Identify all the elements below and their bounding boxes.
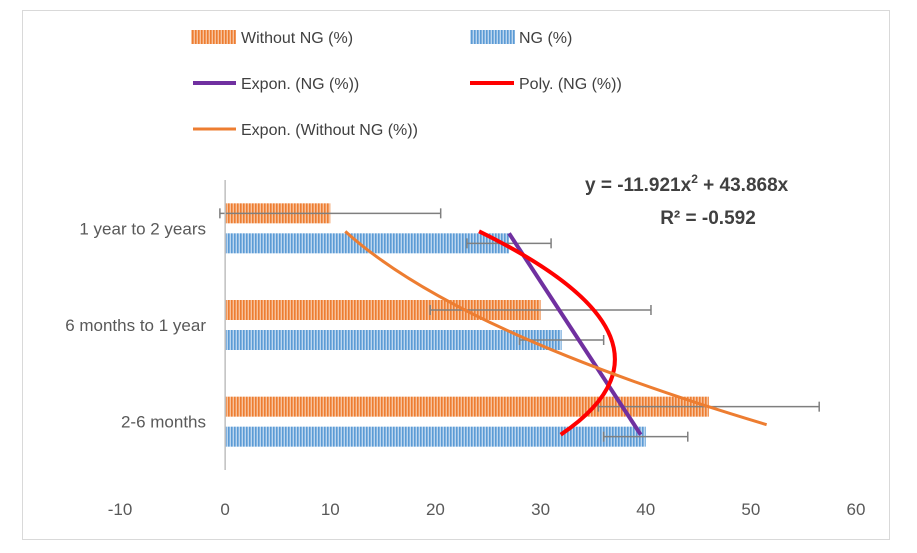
equation-rest: + 43.868x (698, 175, 789, 196)
legend-swatch-without-ng (191, 30, 236, 44)
equation-main: y = -11.921x (585, 175, 692, 196)
error-bars (219, 208, 820, 442)
y-axis-category-labels: 2-6 months 6 months to 1 year 1 year to 2 … (65, 219, 206, 431)
x-tick-label: 10 (321, 500, 340, 519)
trendline-expon-ng (507, 232, 643, 436)
r-squared-label: R² = -0.592 (660, 208, 756, 229)
legend-label-expon-without-ng: Expon. (Without NG (%)) (241, 122, 418, 139)
bar (225, 330, 562, 350)
chart-frame (22, 10, 890, 540)
legend: Without NG (%) NG (%) Expon. (NG (%)) Po… (191, 30, 622, 139)
x-tick-label: -10 (108, 500, 133, 519)
category-label: 2-6 months (121, 413, 206, 432)
legend-label-poly-ng: Poly. (NG (%)) (519, 76, 622, 93)
trendline-expon-without-ng (344, 230, 768, 427)
bar (225, 233, 510, 254)
x-tick-label: 40 (636, 500, 655, 519)
x-tick-label: 60 (847, 500, 866, 519)
trendlines (344, 229, 768, 437)
legend-label-ng: NG (%) (519, 30, 572, 47)
x-tick-label: 0 (220, 500, 229, 519)
bar (225, 426, 646, 447)
category-label: 1 year to 2 years (79, 219, 206, 238)
trendline-poly-ng (478, 229, 617, 437)
bar (225, 300, 541, 320)
legend-label-without-ng: Without NG (%) (241, 30, 353, 47)
legend-label-expon-ng: Expon. (NG (%)) (241, 76, 359, 93)
x-tick-label: 50 (741, 500, 760, 519)
equation-superscript: 2 (691, 172, 698, 186)
x-tick-label: 30 (531, 500, 550, 519)
x-tick-label: 20 (426, 500, 445, 519)
trendline-equation: y = -11.921x2 + 43.868x (585, 172, 789, 196)
category-label: 6 months to 1 year (65, 316, 206, 335)
x-axis-ticks: -10 0 10 20 30 40 50 60 (108, 500, 866, 519)
legend-swatch-ng (470, 30, 515, 44)
